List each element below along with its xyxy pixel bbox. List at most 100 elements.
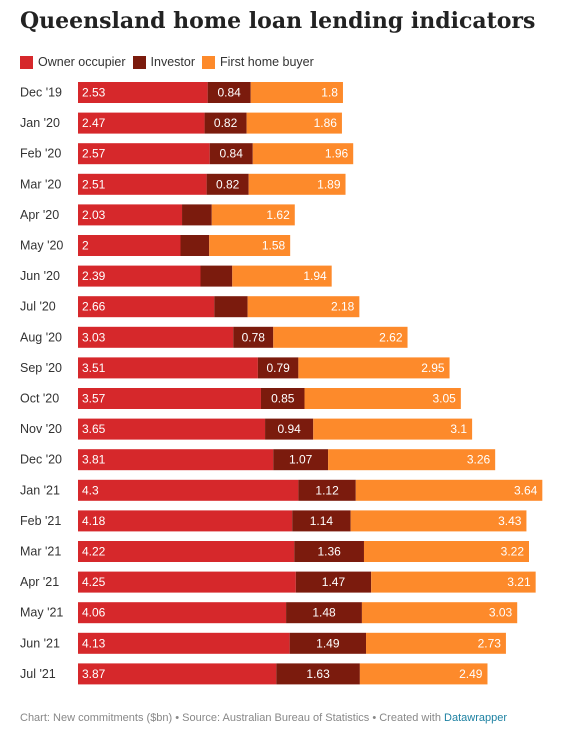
bar-first-home-buyer [366,632,506,654]
data-label-investor: 0.82 [216,177,240,191]
data-label-owner-occupier: 4.18 [82,514,106,528]
data-label-owner-occupier: 2.57 [82,147,106,161]
legend-label-investor: Investor [150,55,196,69]
category-label: Apr '21 [20,575,59,589]
bar-first-home-buyer [250,82,343,103]
data-label-first-home-buyer: 2.49 [459,667,483,681]
bar-first-home-buyer [232,265,332,287]
data-label-first-home-buyer: 3.1 [450,422,467,436]
bar-owner-occupier [78,204,183,226]
chart-footer: Chart: New commitments ($bn) • Source: A… [20,712,507,724]
bar-owner-occupier [78,479,299,501]
data-label-first-home-buyer: 3.05 [432,392,456,406]
data-label-owner-occupier: 3.03 [82,330,106,344]
bar-owner-occupier [78,632,290,654]
data-label-investor: 1.63 [306,667,330,681]
bar-first-home-buyer [363,541,529,562]
bar-investor [273,449,329,471]
bar-investor [292,510,351,532]
category-label: Mar '21 [20,545,61,559]
bar-first-home-buyer [298,357,450,379]
data-label-owner-occupier: 4.25 [82,575,106,589]
bar-first-home-buyer [252,143,354,165]
legend: Owner occupier Investor First home buyer [20,54,321,70]
bar-owner-occupier [78,571,296,593]
bar-owner-occupier [78,265,201,287]
bar-investor [298,479,356,501]
data-label-owner-occupier: 2.53 [82,86,106,100]
data-label-investor: 1.36 [317,545,341,559]
data-label-owner-occupier: 2.39 [82,269,106,283]
data-label-first-home-buyer: 1.89 [317,177,341,191]
datawrapper-link[interactable]: Datawrapper [444,712,508,724]
bar-owner-occupier [78,296,215,318]
category-label: Feb '21 [20,514,61,528]
bar-owner-occupier [78,235,181,256]
data-label-first-home-buyer: 1.62 [266,208,290,222]
data-label-investor: 1.49 [316,636,340,650]
category-label: Dec '20 [20,453,62,467]
bar-first-home-buyer [359,663,488,685]
bar-investor [260,388,305,409]
bar-first-home-buyer [304,388,461,409]
data-label-owner-occupier: 3.65 [82,422,106,436]
data-label-owner-occupier: 4.13 [82,636,106,650]
category-label: Jun '21 [20,636,60,650]
legend-item-first-home-buyer: First home buyer [202,55,314,69]
bar-owner-occupier [78,449,274,471]
bar-investor [207,82,251,103]
category-label: Apr '20 [20,208,59,222]
bar-owner-occupier [78,112,205,134]
data-label-investor: 1.12 [315,483,339,497]
bar-owner-occupier [78,418,266,440]
bar-investor [233,326,274,348]
bar-first-home-buyer [211,204,295,226]
bar-investor [204,112,247,134]
data-label-first-home-buyer: 1.8 [321,86,338,100]
bar-owner-occupier [78,173,207,195]
category-label: Jan '20 [20,116,60,130]
bar-first-home-buyer [361,602,518,624]
bar-investor [214,296,248,318]
data-label-investor: 1.14 [310,514,334,528]
category-label: May '21 [20,606,63,620]
data-label-investor: 0.79 [266,361,290,375]
bar-investor [257,357,299,379]
bar-owner-occupier [78,663,277,685]
data-label-owner-occupier: 3.81 [82,453,106,467]
data-label-owner-occupier: 3.87 [82,667,106,681]
data-label-first-home-buyer: 2.73 [478,636,502,650]
data-label-owner-occupier: 2.66 [82,300,106,314]
footer-text: Chart: New commitments ($bn) • Source: A… [20,712,445,724]
data-label-first-home-buyer: 3.64 [514,483,538,497]
bar-investor [265,418,314,440]
data-label-owner-occupier: 4.06 [82,606,106,620]
data-label-first-home-buyer: 2.18 [331,300,355,314]
category-label: Jan '21 [20,483,60,497]
category-label: Jun '20 [20,269,60,283]
stacked-bar-chart: Dec '19 2.53 0.84 1.8 Jan '20 2.47 0.82 1.86 Feb… [20,82,543,685]
data-label-investor: 1.07 [289,453,313,467]
legend-label-owner-occupier: Owner occupier [38,55,126,69]
bar-owner-occupier [78,143,210,165]
bar-owner-occupier [78,357,258,379]
data-label-first-home-buyer: 3.03 [489,606,513,620]
bar-investor [294,541,364,562]
category-label: Dec '19 [20,86,62,100]
bar-first-home-buyer [328,449,496,471]
bar-investor [286,602,362,624]
data-label-first-home-buyer: 1.58 [262,239,286,253]
data-label-owner-occupier: 4.3 [82,483,99,497]
bar-investor [206,173,249,195]
category-label: Jul '21 [20,667,56,681]
bar-investor [276,663,360,685]
bar-investor [182,204,212,226]
bar-first-home-buyer [247,296,360,318]
legend-label-first-home-buyer: First home buyer [220,55,314,69]
bar-investor [289,632,367,654]
legend-item-owner-occupier: Owner occupier [20,55,126,69]
data-label-first-home-buyer: 2.62 [379,330,403,344]
chart-title: Queensland home loan lending indicators [20,8,536,34]
bar-first-home-buyer [371,571,536,593]
data-label-first-home-buyer: 2.95 [421,361,445,375]
